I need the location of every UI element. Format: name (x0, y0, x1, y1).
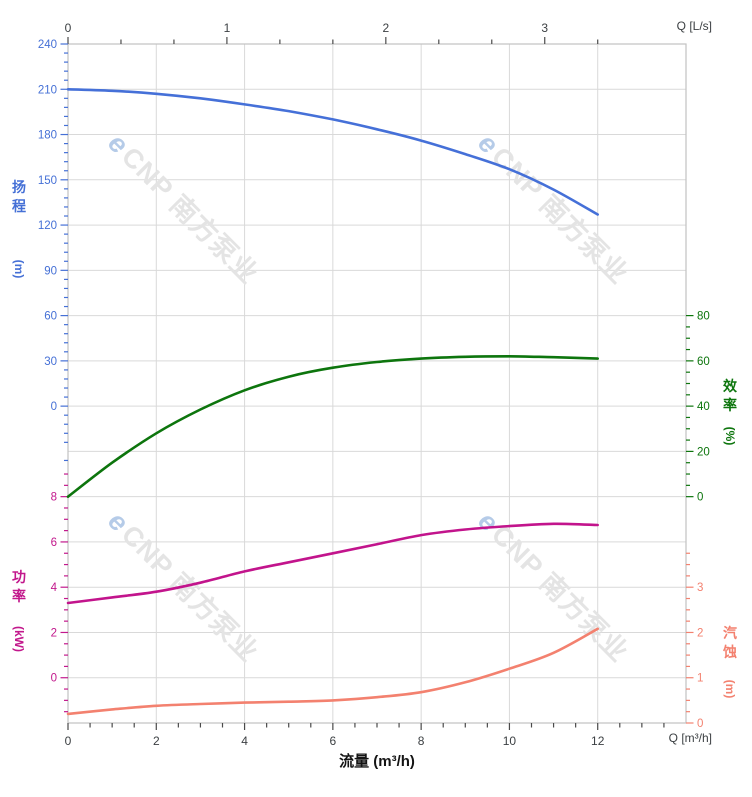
tick-label: 2 (153, 734, 160, 748)
power-axis-title: 功率 (kW) (8, 568, 30, 652)
efficiency-axis-title-text: 效率 (723, 378, 737, 413)
tick-label: 0 (65, 21, 72, 35)
head-axis-unit: (m) (12, 259, 26, 279)
tick-label: 10 (503, 734, 517, 748)
tick-label: 3 (541, 21, 548, 35)
tick-label: 8 (51, 492, 57, 504)
tick-label: 80 (697, 311, 710, 323)
tick-label: 210 (38, 84, 57, 96)
tick-label: 0 (51, 401, 57, 413)
npsh-axis-unit: (m) (723, 679, 737, 699)
tick-label: 150 (38, 175, 57, 187)
tick-label: 20 (697, 446, 710, 458)
tick-label: 0 (697, 718, 703, 730)
tick-label: 12 (591, 734, 605, 748)
efficiency-axis-unit: (%) (723, 426, 737, 446)
tick-label: 3 (697, 582, 703, 594)
tick-label: 0 (51, 673, 57, 685)
curve-npsh (66, 627, 599, 716)
head-axis-title-text: 扬程 (12, 179, 26, 214)
curve-head (66, 88, 599, 216)
tick-label: 2 (697, 627, 703, 639)
tick-label: 8 (418, 734, 425, 748)
bottom-axis-unit-label: Q [m³/h] (668, 731, 712, 745)
tick-label: 2 (51, 627, 57, 639)
tick-label: 2 (382, 21, 389, 35)
bottom-axis-title: 流量 (m³/h) (339, 753, 415, 770)
tick-label: 4 (241, 734, 248, 748)
curve-power (66, 522, 599, 605)
tick-label: 0 (697, 492, 703, 504)
tick-label: 4 (51, 582, 58, 594)
tick-label: 6 (51, 537, 57, 549)
tick-label: 60 (44, 311, 57, 323)
tick-label: 120 (38, 220, 57, 232)
npsh-axis-title-text: 汽蚀 (723, 625, 737, 660)
tick-label: 90 (44, 265, 57, 277)
tick-label: 180 (38, 130, 57, 142)
power-axis-title-text: 功率 (12, 569, 26, 604)
tick-label: 1 (224, 21, 231, 35)
efficiency-axis-title: 效率 (%) (719, 377, 741, 445)
head-axis-title: 扬程 (m) (8, 178, 30, 278)
top-axis-unit-label: Q [L/s] (676, 19, 712, 33)
tick-label: 6 (330, 734, 337, 748)
power-axis-unit: (kW) (12, 626, 26, 652)
tick-label: 60 (697, 356, 710, 368)
tick-label: 40 (697, 401, 710, 413)
curve-efficiency (66, 354, 599, 498)
tick-label: 30 (44, 356, 57, 368)
tick-label: 0 (65, 734, 72, 748)
tick-label: 240 (38, 39, 57, 51)
npsh-axis-title: 汽蚀 (m) (719, 624, 741, 698)
tick-label: 1 (697, 673, 703, 685)
